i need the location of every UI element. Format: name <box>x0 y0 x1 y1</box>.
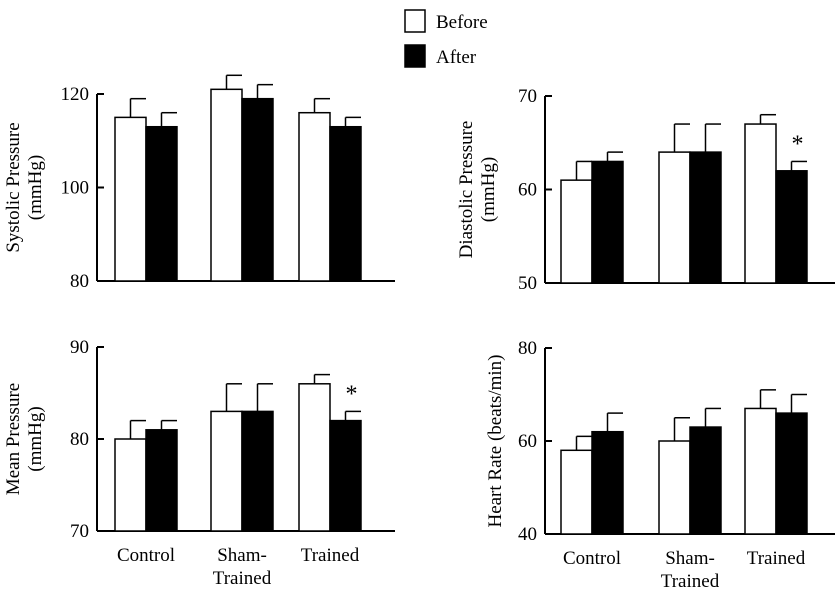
y-tick-label: 90 <box>70 337 89 358</box>
y-tick-label: 80 <box>70 429 89 450</box>
y-tick-label: 80 <box>518 338 537 359</box>
y-axis-label: (mmHg) <box>478 157 499 222</box>
y-tick-label: 40 <box>518 524 537 545</box>
legend-swatch-before <box>404 9 426 33</box>
y-tick-label: 70 <box>70 521 89 542</box>
y-axis-label: (mmHg) <box>25 406 46 471</box>
bar-before <box>210 88 243 282</box>
x-category-label: Trained <box>747 548 806 569</box>
y-axis-label: Diastolic Pressure <box>456 121 477 259</box>
x-category-label: Control <box>563 548 621 569</box>
bar-before <box>560 449 593 535</box>
significance-marker: * <box>792 131 804 157</box>
bar-before <box>658 440 691 535</box>
x-category-label: Trained <box>213 568 272 589</box>
bar-before <box>298 111 331 282</box>
bar-before <box>298 383 331 532</box>
bar-after <box>591 160 624 284</box>
bar-before <box>744 123 777 284</box>
bar-before <box>658 151 691 284</box>
y-tick-label: 120 <box>61 84 90 105</box>
y-tick-label: 60 <box>518 180 537 201</box>
bar-after <box>329 419 362 532</box>
bar-after <box>145 429 178 532</box>
x-category-label: Sham- <box>665 548 715 569</box>
bar-after <box>689 426 722 535</box>
panel-diastolic-pressure: 50 60 70 Diastolic Pressure (mmHg) * <box>456 86 835 294</box>
bar-before <box>560 179 593 284</box>
bar-after <box>689 151 722 284</box>
significance-marker: * <box>346 381 358 407</box>
legend: Before After <box>404 9 488 68</box>
bar-after <box>329 125 362 282</box>
y-tick-label: 60 <box>518 431 537 452</box>
y-axis-label: (mmHg) <box>25 155 46 220</box>
bar-after <box>241 410 274 532</box>
x-category-label: Trained <box>301 545 360 566</box>
y-tick-label: 100 <box>61 178 90 199</box>
bar-after <box>775 170 808 284</box>
x-category-label: Sham- <box>217 545 267 566</box>
bar-after <box>591 430 624 535</box>
legend-label-after: After <box>436 47 477 68</box>
y-axis-label: Systolic Pressure <box>3 122 24 252</box>
x-category-label: Trained <box>661 571 720 592</box>
panel-heart-rate: 40 60 80 Heart Rate (beats/min) Control Sham-… <box>485 338 835 592</box>
y-tick-label: 80 <box>70 271 89 292</box>
y-tick-label: 70 <box>518 86 537 107</box>
bar-after <box>145 125 178 282</box>
y-axis-label: Mean Pressure <box>3 383 24 495</box>
panel-systolic-pressure: 80 100 120 Systolic Pressure (mmHg) <box>3 74 395 292</box>
bar-after <box>775 412 808 535</box>
bar-after <box>241 97 274 282</box>
bar-before <box>210 410 243 532</box>
bar-before <box>114 116 147 282</box>
legend-swatch-after <box>404 44 426 68</box>
bar-before <box>114 438 147 532</box>
x-category-label: Control <box>117 545 175 566</box>
y-axis-label: Heart Rate (beats/min) <box>485 354 506 527</box>
y-tick-label: 50 <box>518 273 537 294</box>
bar-before <box>744 407 777 535</box>
legend-label-before: Before <box>436 12 488 33</box>
